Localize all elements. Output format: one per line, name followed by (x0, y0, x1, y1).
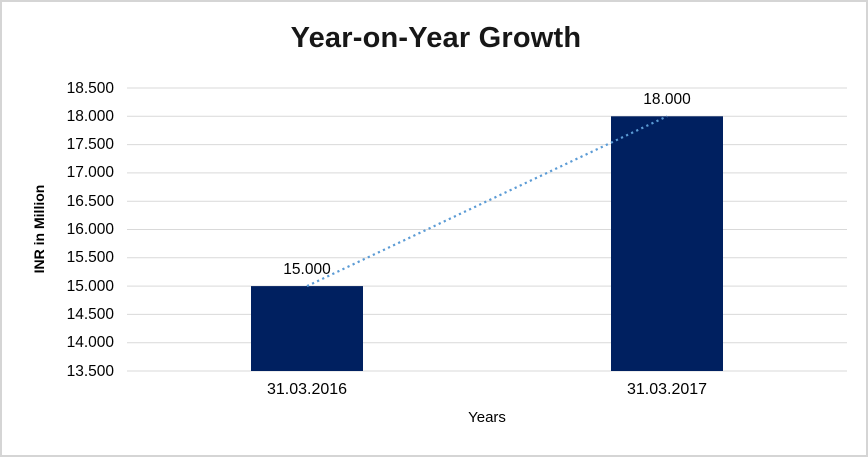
y-tick-label: 15.000 (66, 277, 114, 295)
bar-value-label: 15.000 (283, 261, 331, 279)
trendline (306, 115, 668, 288)
x-category-label: 31.03.2017 (626, 381, 708, 398)
y-tick-label: 15.500 (66, 249, 114, 267)
y-tick-label: 18.500 (66, 79, 114, 97)
chart-title: Year-on-Year Growth (290, 22, 582, 54)
y-tick-label: 18.000 (66, 107, 114, 125)
y-tick-label: 16.500 (66, 192, 114, 210)
y-tick-label: 16.000 (66, 221, 114, 238)
y-tick-label: 13.500 (66, 362, 114, 380)
y-tick-label: 14.500 (66, 305, 114, 323)
y-tick-label: 17.000 (66, 164, 114, 182)
bar-31.03.2016 (251, 286, 363, 371)
x-axis-title: Years (468, 409, 506, 426)
y-tick-label: 14.000 (66, 334, 114, 352)
bar-value-label: 18.000 (643, 91, 691, 109)
x-category-label: 31.03.2016 (266, 381, 348, 398)
y-tick-label: 17.500 (66, 136, 114, 154)
bar-31.03.2017 (611, 116, 723, 371)
